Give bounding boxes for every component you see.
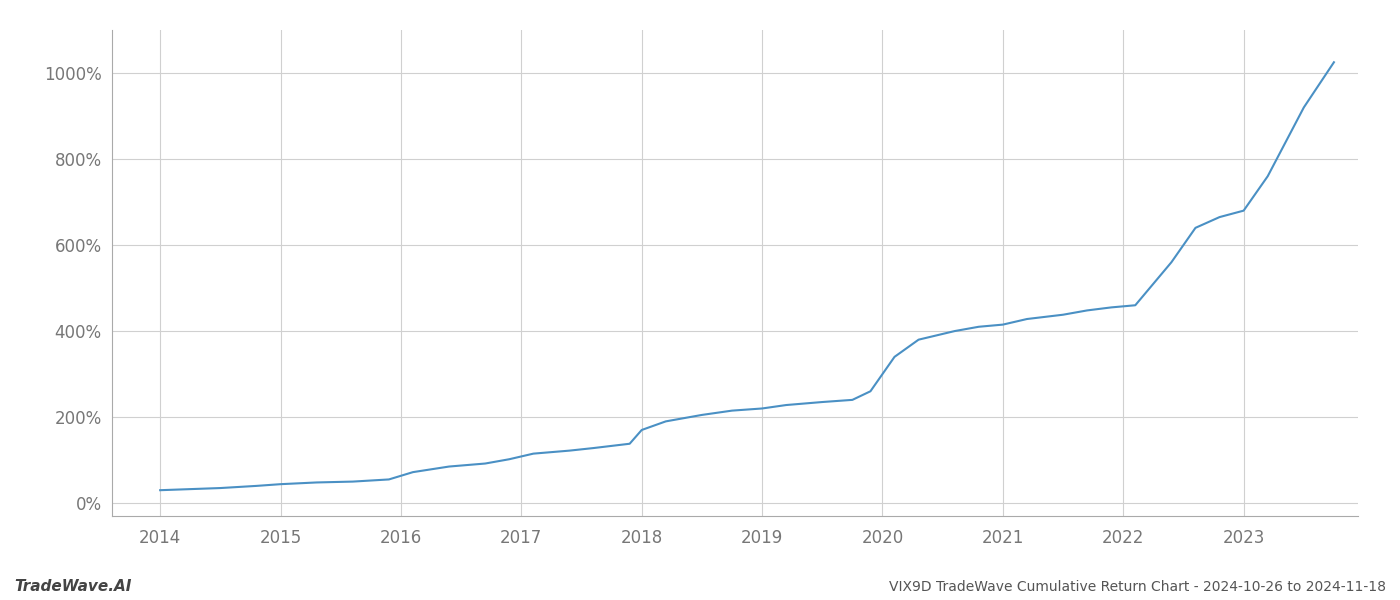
Text: VIX9D TradeWave Cumulative Return Chart - 2024-10-26 to 2024-11-18: VIX9D TradeWave Cumulative Return Chart … (889, 580, 1386, 594)
Text: TradeWave.AI: TradeWave.AI (14, 579, 132, 594)
